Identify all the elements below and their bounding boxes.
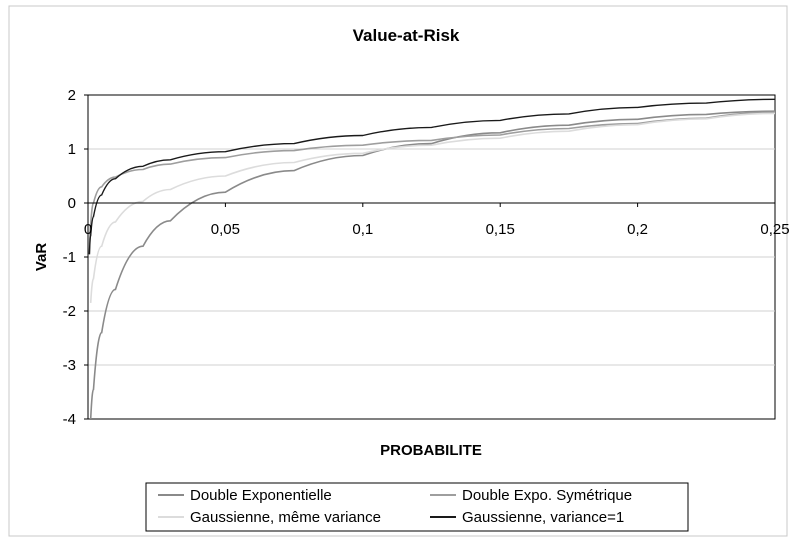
series-line-1 — [89, 110, 776, 420]
series-line-2 — [88, 111, 776, 255]
y-tick-label: -3 — [63, 357, 76, 374]
y-tick-label: 1 — [68, 141, 76, 158]
y-tick-label: 0 — [68, 195, 76, 212]
legend-label-1: Double Exponentielle — [190, 487, 332, 504]
x-tick-label: 0,2 — [627, 221, 648, 238]
x-tick-label: 0,05 — [211, 221, 240, 238]
y-tick-label: -2 — [63, 303, 76, 320]
series-group — [88, 98, 776, 420]
legend-label-4: Gaussienne, variance=1 — [462, 509, 624, 526]
legend: Double Exponentielle Double Expo. Symétri… — [145, 482, 689, 532]
y-tick-label: 2 — [68, 87, 76, 104]
y-axis-title: VaR — [33, 243, 50, 272]
x-tick-label: 0 — [84, 221, 92, 238]
chart-title: Value-at-Risk — [353, 26, 460, 45]
grid-lines — [88, 148, 775, 366]
x-tick-label: 0,25 — [760, 221, 789, 238]
x-tick-labels: 0 0,05 0,1 0,15 0,2 0,25 — [84, 203, 790, 238]
legend-label-3: Gaussienne, même variance — [190, 509, 381, 526]
series-line-3 — [89, 112, 776, 303]
x-axis-title: PROBABILITE — [380, 442, 482, 459]
y-tick-label: -4 — [63, 411, 76, 428]
x-tick-label: 0,1 — [352, 221, 373, 238]
y-tick-label: -1 — [63, 249, 76, 266]
series-line-4 — [88, 98, 776, 255]
y-tick-labels: 2 1 0 -1 -2 -3 -4 — [63, 87, 88, 428]
x-tick-label: 0,15 — [486, 221, 515, 238]
legend-label-2: Double Expo. Symétrique — [462, 487, 632, 504]
